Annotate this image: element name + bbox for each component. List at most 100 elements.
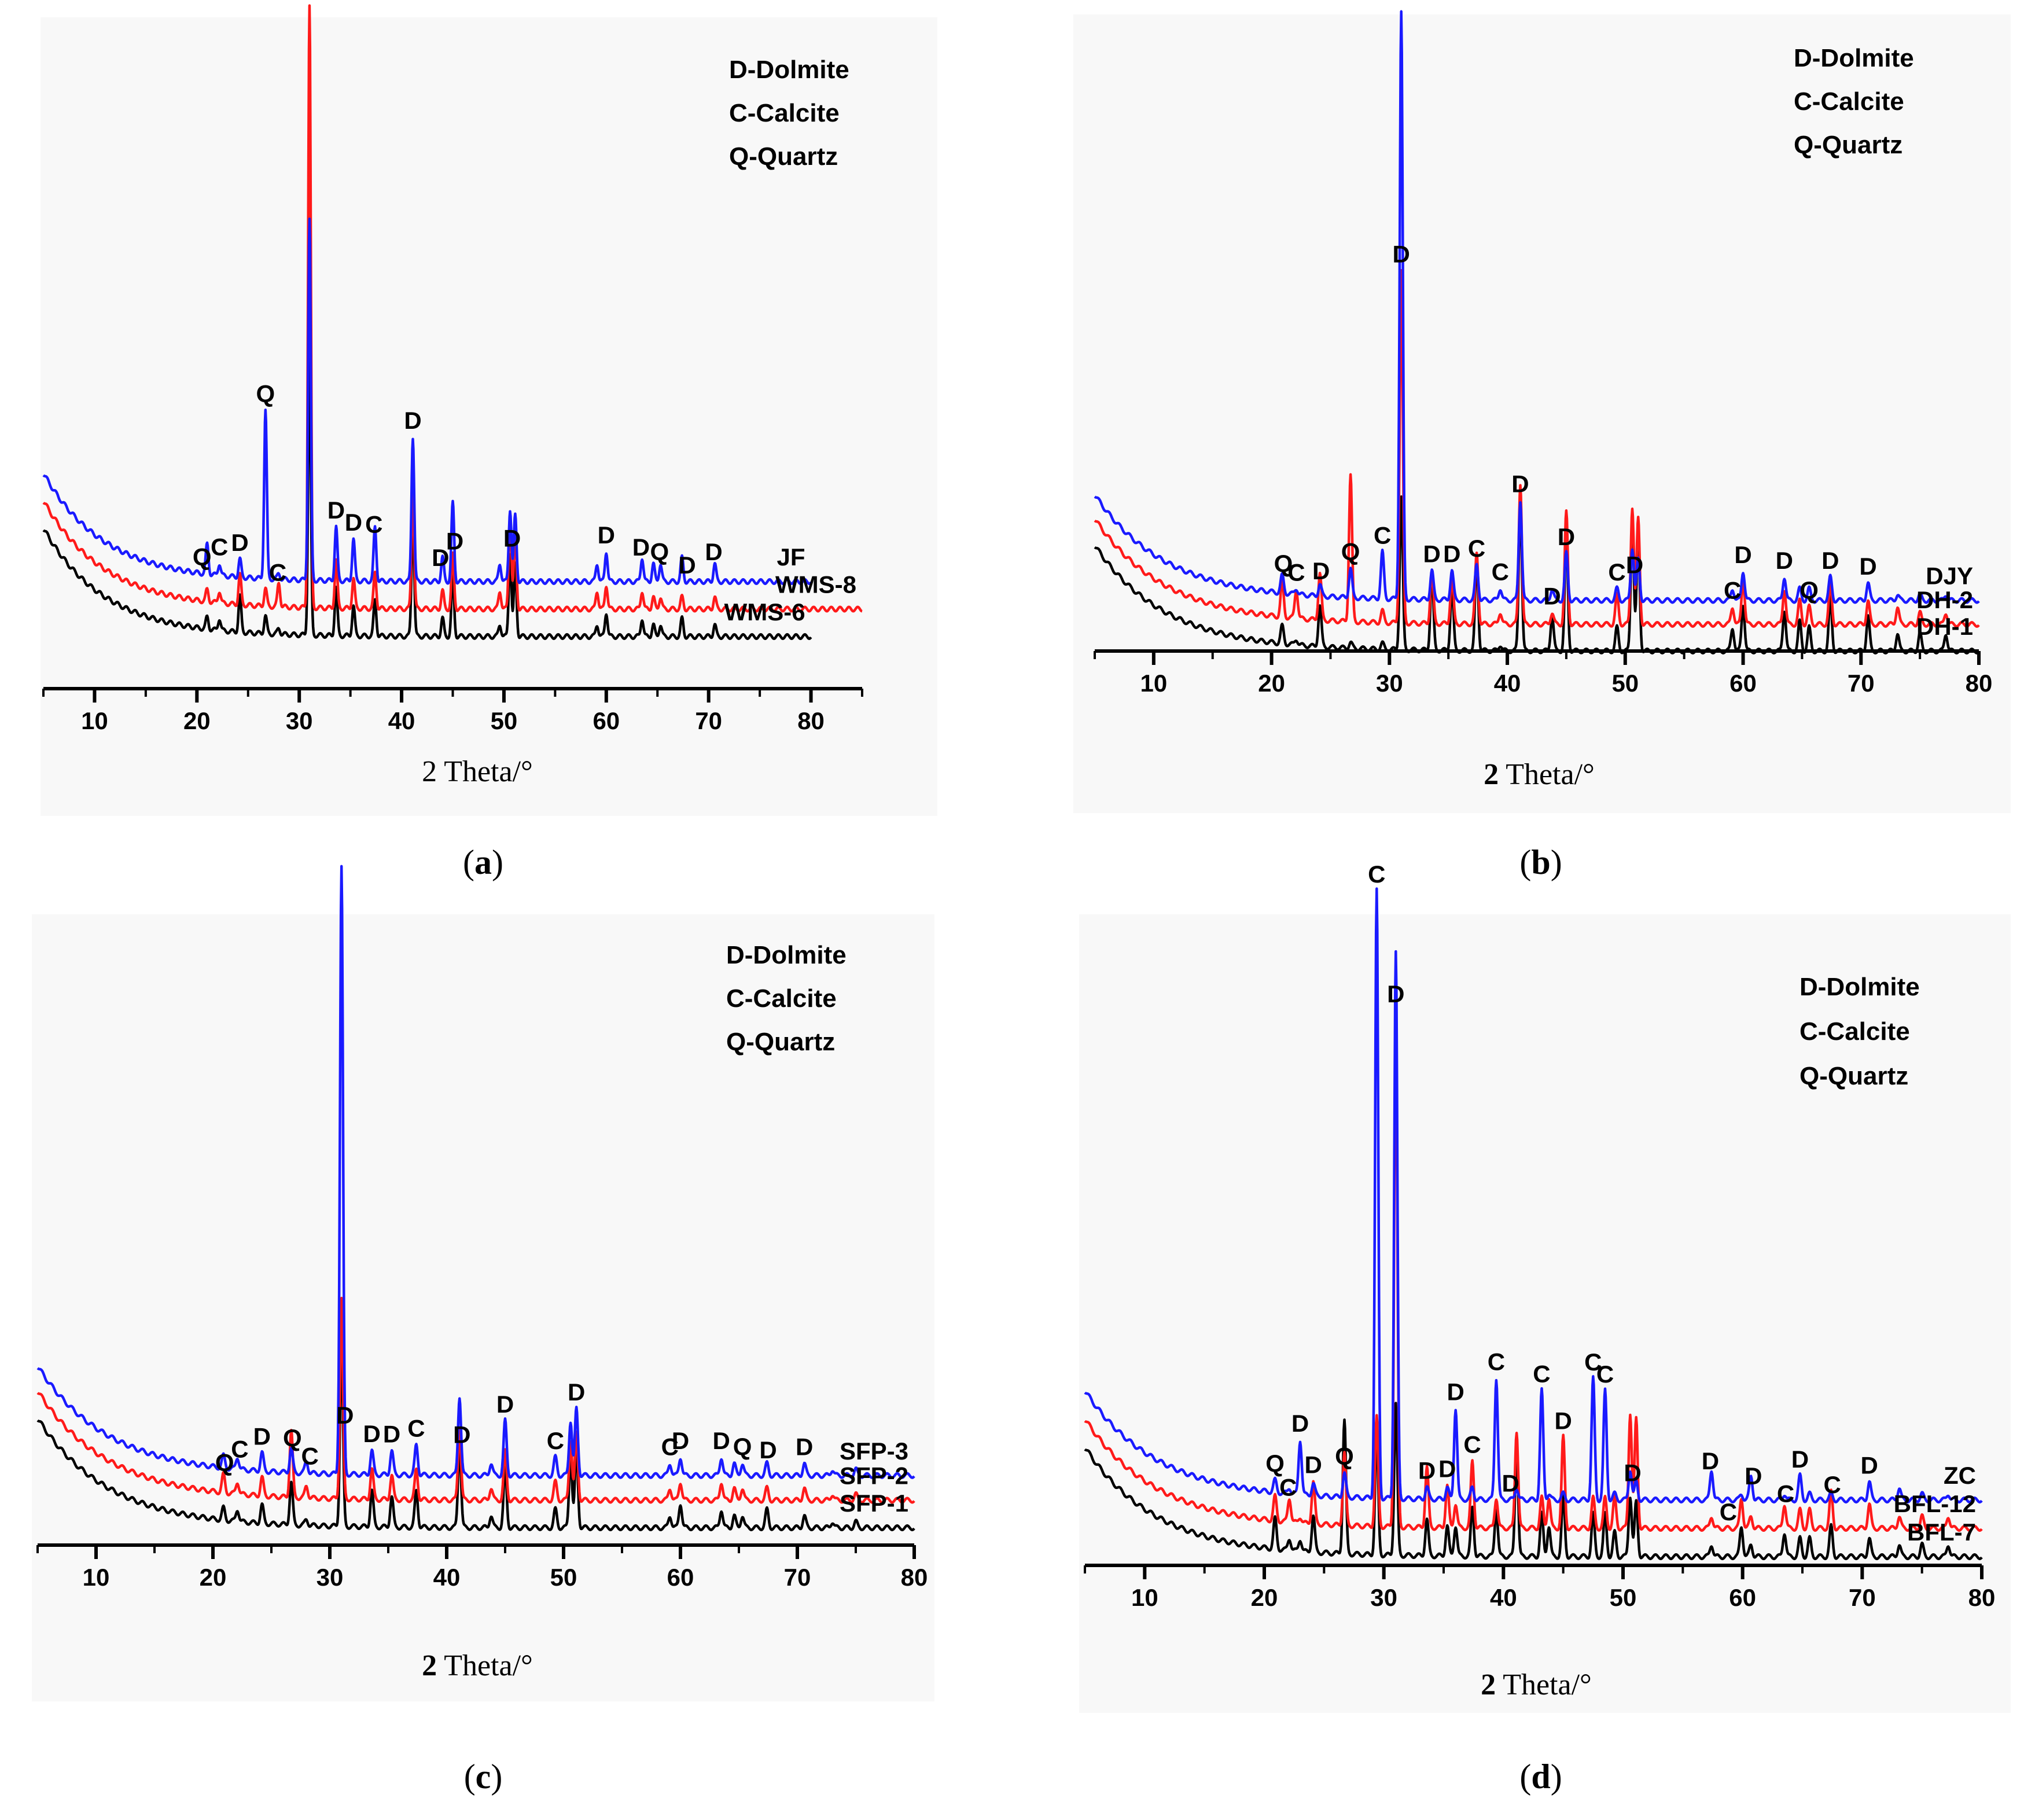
peak-label: Q (1341, 538, 1360, 565)
series-label: SFP-3 (840, 1437, 908, 1465)
peak-label: D (1438, 1455, 1456, 1482)
x-tick-label: 40 (1494, 670, 1521, 697)
x-axis-label: 2 Theta/° (1484, 758, 1595, 791)
x-tick-label: 20 (1258, 670, 1285, 697)
peak-label: D (496, 1391, 514, 1418)
peak-label: C (1468, 535, 1485, 562)
peak-label: C (365, 511, 382, 538)
legend-entry: C-Calcite (726, 984, 837, 1013)
peak-label: C (1724, 577, 1741, 604)
peak-label: D (404, 407, 421, 434)
x-tick-label: 40 (388, 707, 415, 734)
plot-background (1079, 914, 2011, 1713)
panel-caption: (d) (1519, 1758, 1562, 1796)
x-tick-label: 50 (550, 1564, 577, 1591)
legend-entry: D-Dolmite (1794, 44, 1914, 72)
peak-label: C (1584, 1348, 1602, 1376)
series-label: JF (777, 543, 805, 571)
x-tick-label: 70 (784, 1564, 811, 1591)
peak-label: Q (650, 538, 669, 565)
peak-label: D (1776, 547, 1793, 574)
peak-label: D (1502, 1469, 1519, 1497)
x-tick-label: 30 (1376, 670, 1403, 697)
peak-label: D (1305, 1451, 1322, 1479)
legend-entry: D-Dolmite (1800, 973, 1920, 1001)
peak-label: C (1720, 1498, 1737, 1525)
x-tick-label: 50 (1610, 1584, 1637, 1611)
peak-label: D (759, 1436, 777, 1464)
x-tick-label: 80 (797, 707, 825, 734)
peak-label: D (1702, 1447, 1719, 1475)
series-line-bfl-7 (1084, 1402, 1983, 1561)
series-line-sfp-1 (36, 1342, 915, 1532)
series-line-sfp-3 (36, 865, 915, 1479)
x-tick-label: 50 (1611, 670, 1639, 697)
peak-label: C (1287, 559, 1305, 586)
legend-entry: C-Calcite (1794, 87, 1904, 116)
x-tick-label: 60 (1729, 670, 1757, 697)
peak-label: D (1393, 241, 1410, 268)
series-line-wms-6 (42, 351, 812, 640)
x-tick-label: 80 (1968, 1584, 1996, 1611)
x-tick-label: 80 (901, 1564, 928, 1591)
peak-label: D (1558, 523, 1575, 550)
peak-label: D (1745, 1462, 1762, 1490)
peak-label: C (1279, 1474, 1297, 1501)
series-line-jf (42, 217, 812, 585)
legend-entry: D-Dolmite (729, 56, 849, 84)
peak-label: C (1368, 861, 1385, 888)
series-label: WMS-6 (724, 598, 805, 626)
peak-label: D (1791, 1446, 1809, 1473)
peak-label: D (1554, 1407, 1572, 1434)
series-label: DJY (1926, 562, 1973, 590)
peak-label: D (1859, 553, 1876, 580)
peak-label: D (1447, 1378, 1464, 1405)
peak-label: D (1387, 980, 1404, 1008)
peak-label: D (1443, 541, 1460, 568)
series-label: BFL-7 (1907, 1518, 1976, 1546)
peak-label: D (1312, 557, 1330, 584)
peak-label: C (211, 534, 228, 561)
series-label: WMS-8 (775, 571, 856, 598)
peak-label: C (1488, 1348, 1505, 1375)
x-tick-label: 60 (593, 707, 620, 734)
peak-label: Q (733, 1433, 752, 1461)
x-axis-label: 2 Theta/° (1481, 1668, 1592, 1701)
legend-entry: C-Calcite (729, 99, 840, 127)
series-label: SFP-2 (840, 1462, 908, 1490)
legend-entry: Q-Quartz (1794, 131, 1902, 159)
peak-label: D (1291, 1410, 1309, 1437)
peak-label: D (672, 1427, 689, 1454)
peak-label: C (231, 1436, 248, 1463)
peak-label: D (327, 497, 345, 524)
legend-entry: C-Calcite (1800, 1017, 1910, 1046)
series-label: SFP-1 (840, 1490, 908, 1517)
series-line-sfp-2 (36, 1296, 915, 1504)
x-tick-label: 10 (1140, 670, 1168, 697)
peak-label: D (1821, 547, 1839, 574)
peak-label: Q (1800, 577, 1819, 604)
legend-entry: Q-Quartz (1800, 1062, 1908, 1090)
peak-label: D (1626, 551, 1643, 579)
x-tick-label: 60 (667, 1564, 694, 1591)
legend-entry: D-Dolmite (726, 941, 847, 969)
peak-label: D (503, 525, 521, 552)
peak-label: C (1463, 1431, 1481, 1458)
peak-label: D (363, 1420, 381, 1447)
x-axis-label: 2 Theta/° (422, 755, 533, 788)
peak-label: C (661, 1433, 679, 1461)
panel-c: 10 20 30 40 50 60 70 80 2 Theta/° D-Dolmite C-Calc… (32, 865, 934, 1796)
panel-caption: (b) (1519, 843, 1562, 881)
series-line-djy (1094, 10, 1980, 604)
x-tick-label: 70 (1849, 1584, 1876, 1611)
peak-label: C (1374, 521, 1391, 549)
peak-label: C (1608, 558, 1625, 586)
series-line-zc (1084, 887, 1983, 1504)
x-tick-label: 30 (1370, 1584, 1397, 1611)
peak-label: D (301, 0, 318, 3)
peak-label: C (1596, 1361, 1614, 1388)
peak-label: Q (1274, 550, 1293, 577)
peak-label: D (1423, 540, 1441, 567)
peak-label: D (713, 1427, 730, 1454)
x-tick-label: 80 (1966, 670, 1993, 697)
